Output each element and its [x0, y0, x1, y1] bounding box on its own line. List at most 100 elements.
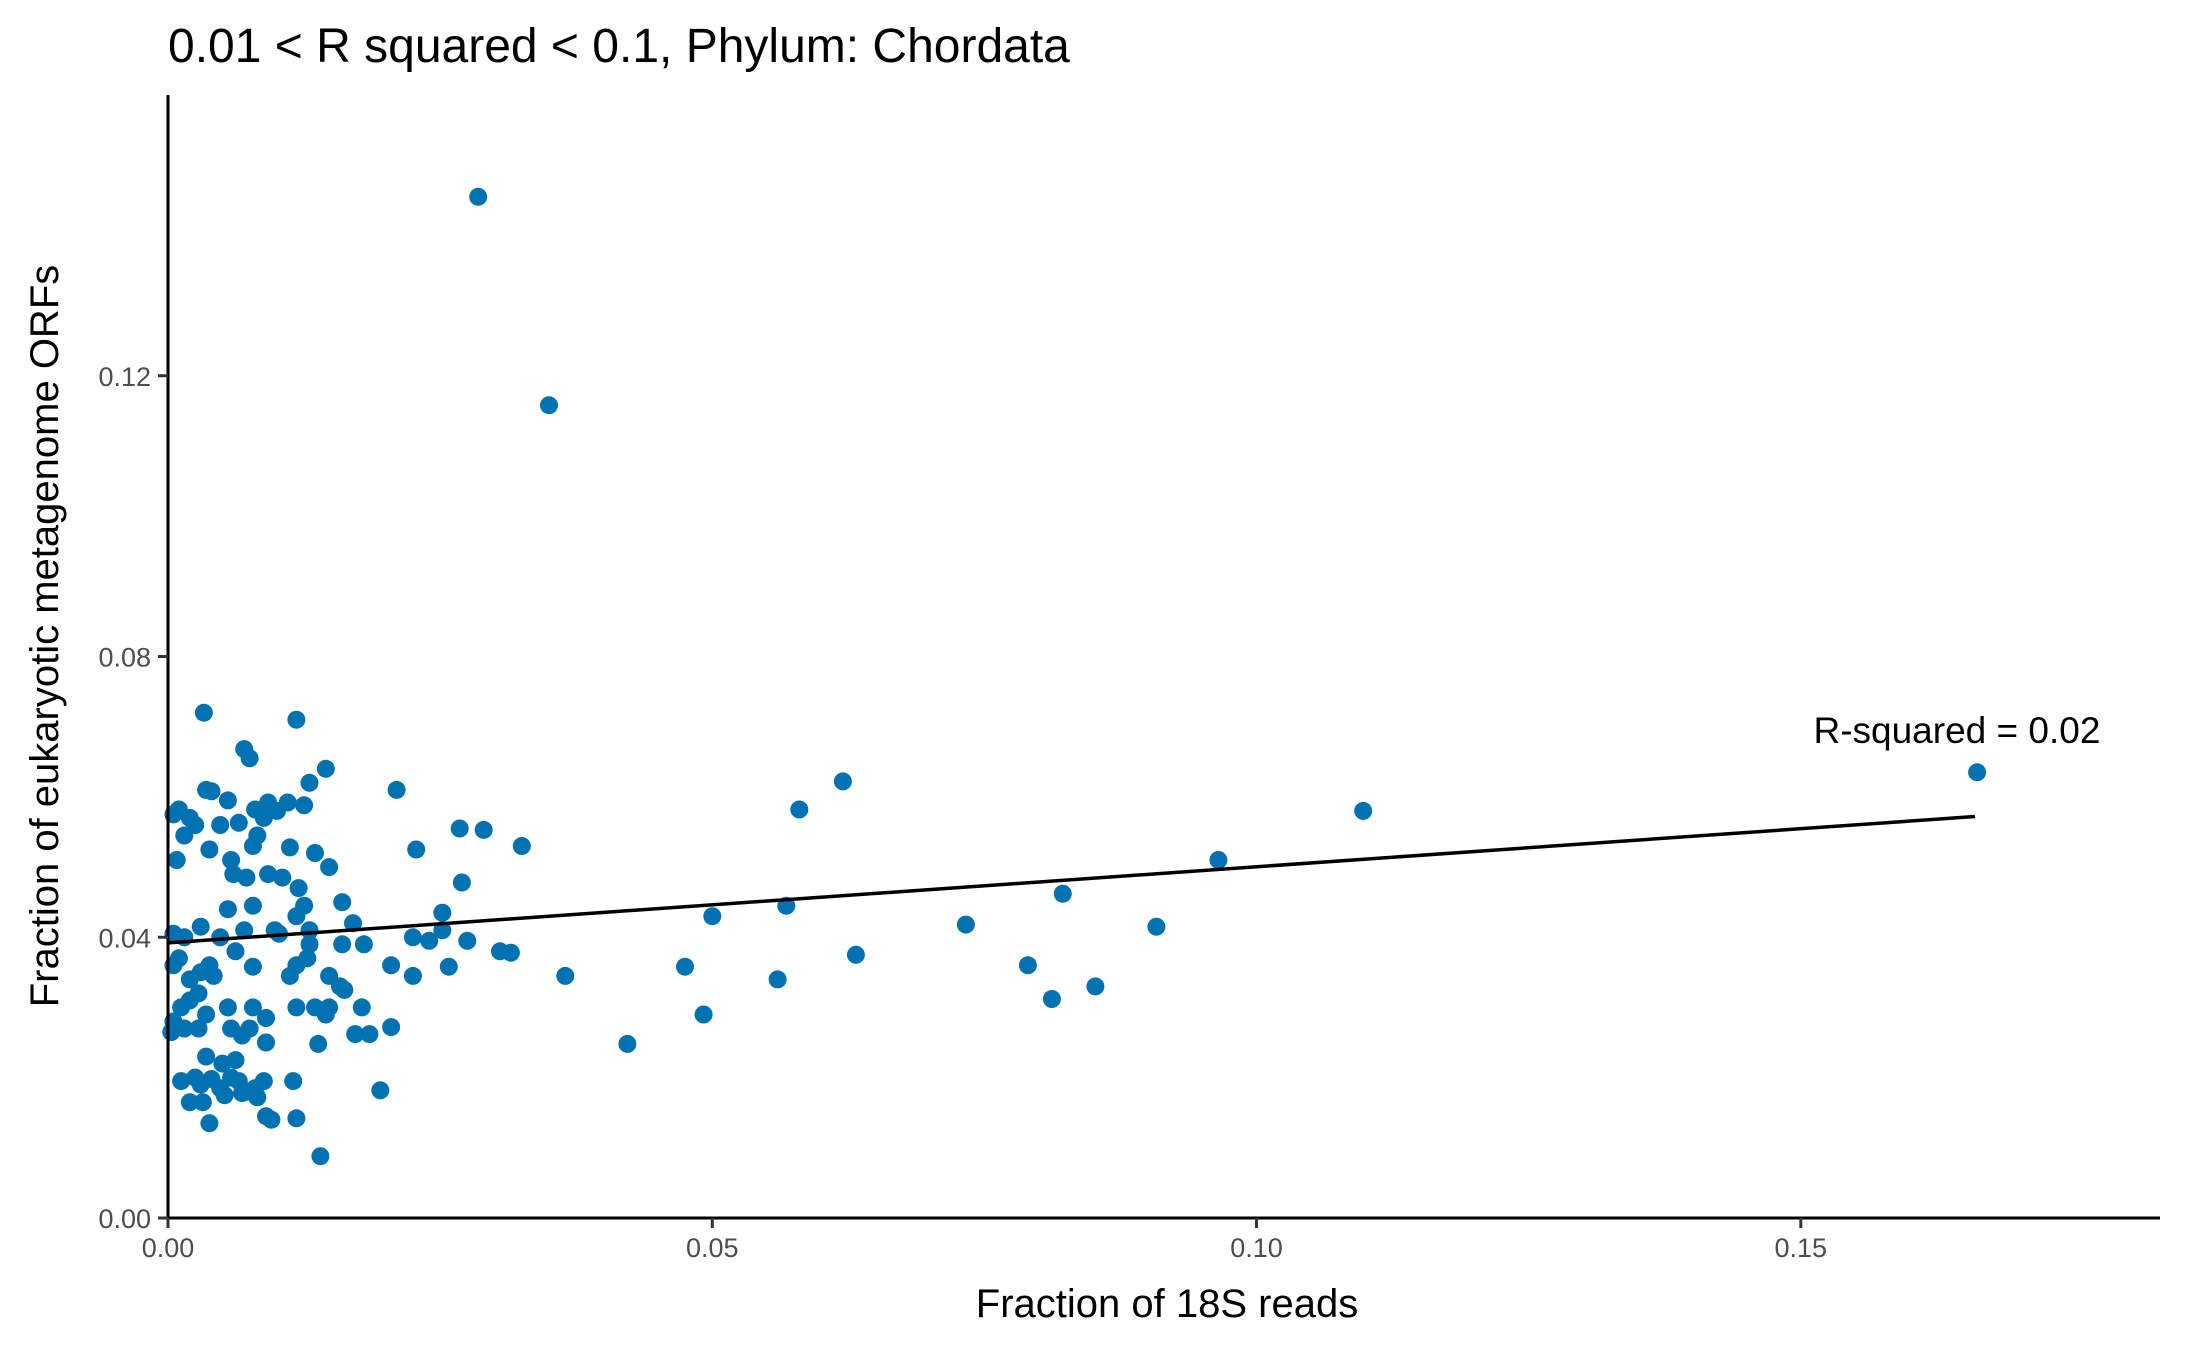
- data-point: [280, 838, 299, 857]
- data-point: [311, 1147, 330, 1166]
- data-point: [287, 710, 306, 729]
- data-point: [768, 970, 787, 989]
- data-point: [243, 998, 262, 1017]
- data-point: [1018, 956, 1037, 975]
- data-point: [320, 998, 339, 1017]
- fit-line: [167, 814, 1976, 945]
- data-point: [450, 819, 469, 838]
- data-point: [309, 1034, 328, 1053]
- x-tick-label: 0.00: [142, 1233, 195, 1263]
- data-point: [1968, 763, 1987, 782]
- data-point: [243, 957, 262, 976]
- data-point: [403, 928, 422, 947]
- data-point: [254, 1072, 273, 1091]
- data-point: [556, 966, 575, 985]
- y-tick-label: 0.04: [98, 923, 151, 953]
- data-point: [439, 957, 458, 976]
- data-point: [189, 1019, 208, 1038]
- data-point: [382, 956, 401, 975]
- data-point: [180, 991, 199, 1010]
- data-point: [218, 791, 237, 810]
- data-point: [191, 1075, 210, 1094]
- data-point: [316, 759, 335, 778]
- data-point: [240, 749, 259, 768]
- data-point: [371, 1081, 390, 1100]
- y-tick-label: 0.12: [98, 362, 151, 392]
- data-point: [469, 187, 488, 206]
- data-point: [335, 980, 354, 999]
- data-point: [257, 1033, 275, 1052]
- data-point: [300, 935, 319, 954]
- data-point: [218, 900, 237, 919]
- data-point: [474, 820, 493, 839]
- data-point: [387, 780, 406, 799]
- data-point: [191, 917, 210, 936]
- data-point: [202, 782, 221, 801]
- data-point: [200, 1114, 219, 1133]
- data-point: [1354, 801, 1373, 820]
- data-point: [194, 703, 213, 722]
- data-point: [694, 1005, 713, 1024]
- data-point: [284, 1072, 303, 1091]
- data-point: [452, 873, 471, 892]
- data-point: [162, 1023, 181, 1041]
- data-point: [403, 966, 422, 985]
- data-point: [226, 1051, 245, 1070]
- data-point: [167, 851, 186, 869]
- chart-title: 0.01 < R squared < 0.1, Phylum: Chordata: [168, 20, 1070, 73]
- data-point: [1147, 917, 1166, 936]
- data-point: [501, 943, 520, 962]
- data-point: [287, 907, 306, 926]
- data-point: [1053, 884, 1072, 903]
- data-point: [222, 851, 241, 869]
- x-tick-label: 0.15: [1775, 1233, 1828, 1263]
- data-point: [280, 966, 299, 985]
- data-point: [186, 816, 205, 834]
- data-point: [257, 1009, 275, 1027]
- data-point: [333, 935, 352, 954]
- data-point: [211, 816, 230, 834]
- data-point: [200, 840, 219, 859]
- data-point: [360, 1025, 379, 1044]
- points-layer: [162, 187, 1987, 1166]
- r-squared-annotation: R-squared = 0.02: [1813, 710, 2100, 751]
- data-point: [344, 914, 362, 933]
- data-point: [172, 1072, 191, 1091]
- data-point: [346, 1025, 365, 1044]
- data-point: [204, 966, 223, 985]
- y-tick-label: 0.08: [98, 643, 151, 673]
- data-point: [262, 1110, 281, 1129]
- data-point: [248, 826, 267, 845]
- data-point: [233, 1084, 251, 1103]
- data-point: [289, 879, 308, 898]
- data-point: [540, 396, 558, 415]
- data-point: [846, 945, 865, 964]
- x-tick-label: 0.10: [1230, 1233, 1283, 1263]
- data-point: [235, 921, 254, 940]
- y-axis-ticks: 0.00 0.04 0.08 0.12: [98, 362, 168, 1234]
- data-point: [197, 1005, 216, 1024]
- data-point: [267, 801, 286, 820]
- data-point: [229, 813, 248, 832]
- x-axis-ticks: 0.00 0.05 0.10 0.15: [142, 1218, 1827, 1263]
- data-point: [833, 772, 852, 791]
- data-point: [300, 773, 319, 792]
- data-point: [306, 844, 324, 862]
- data-point: [259, 865, 278, 884]
- data-point: [420, 931, 439, 950]
- data-point: [458, 931, 477, 950]
- data-point: [1042, 990, 1061, 1008]
- y-tick-label: 0.00: [98, 1204, 151, 1234]
- data-point: [512, 837, 531, 855]
- data-point: [433, 903, 452, 922]
- data-point: [676, 957, 694, 976]
- data-point: [240, 1019, 259, 1038]
- data-point: [618, 1034, 637, 1053]
- data-point: [226, 942, 245, 961]
- data-point: [248, 1088, 267, 1107]
- data-point: [295, 796, 314, 815]
- y-axis-title: Fraction of eukaryotic metagenome ORFs: [23, 265, 67, 1008]
- data-point: [407, 840, 426, 859]
- x-tick-label: 0.05: [686, 1233, 739, 1263]
